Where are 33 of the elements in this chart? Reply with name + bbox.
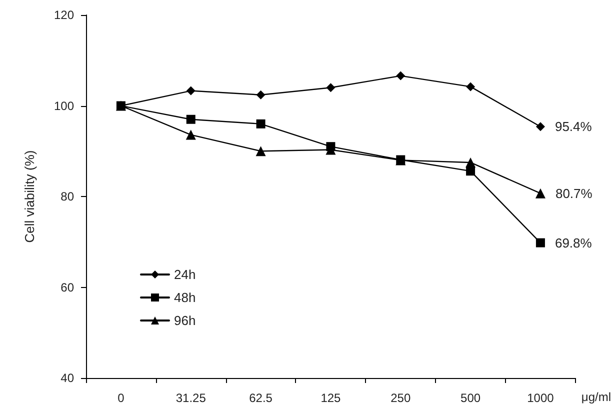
y-tick-label: 100 — [54, 98, 74, 113]
point — [536, 122, 545, 132]
legend-label: 48h — [174, 290, 196, 305]
y-axis-title: Cell viability (%) — [22, 150, 37, 243]
y-tick-label: 120 — [54, 8, 74, 22]
point — [326, 83, 336, 92]
legend-label: 24h — [174, 267, 196, 282]
point — [256, 90, 266, 100]
x-tick-label: 0 — [118, 391, 125, 405]
point — [535, 188, 546, 198]
data-label: 80.7% — [555, 186, 593, 201]
data-label: 69.8% — [554, 235, 592, 250]
y-tick-label: 80 — [60, 190, 74, 204]
point — [256, 119, 266, 128]
point — [466, 82, 476, 92]
point — [256, 146, 266, 156]
point — [466, 157, 476, 168]
point — [186, 86, 196, 96]
point — [186, 114, 196, 124]
point — [396, 71, 406, 80]
y-tick-label: 60 — [60, 280, 74, 294]
x-tick-label: 31.25 — [176, 391, 206, 405]
data-label: 95.4% — [554, 119, 592, 134]
x-tick-label: 62.5 — [249, 391, 273, 405]
x-axis-title: μg/ml — [581, 390, 612, 404]
x-tick-label: 500 — [460, 391, 481, 405]
point — [536, 238, 545, 248]
x-tick-label: 1000 — [527, 391, 554, 405]
x-tick-label: 125 — [320, 391, 342, 405]
legend-label: 96h — [174, 313, 196, 328]
y-tick-label: 40 — [60, 371, 74, 385]
point — [186, 130, 196, 140]
x-tick-label: 250 — [390, 391, 411, 405]
